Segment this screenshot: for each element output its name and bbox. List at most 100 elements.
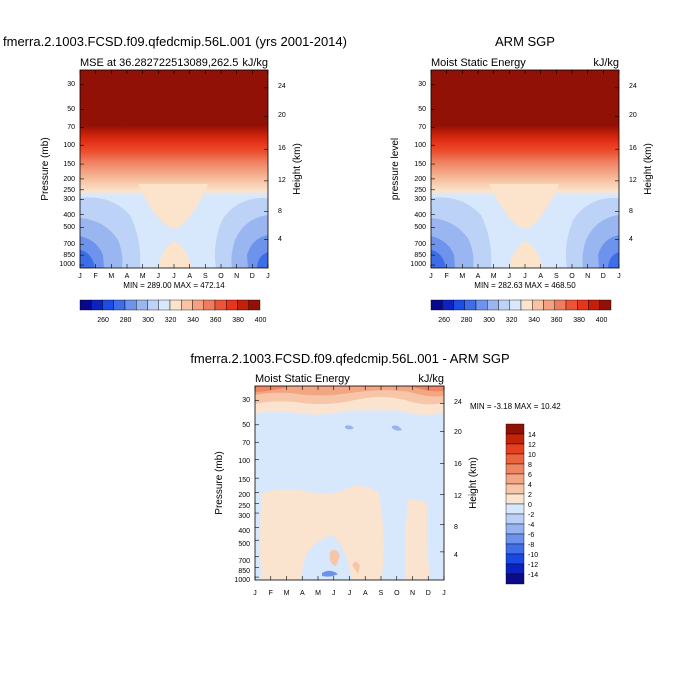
colorbar-swatch [505,453,525,465]
colorbar-swatch [124,299,137,311]
colorbar-swatch [181,299,193,311]
panel1-y2tick: 12 [278,177,286,184]
panel1-xtick: J [157,273,161,280]
panel2-y2tick: 24 [629,83,637,90]
panel3-colorbar-label: 4 [528,482,532,489]
panel2-xtick: N [585,273,590,280]
colorbar-swatch [136,299,148,311]
panel2-xtick: M [459,273,465,280]
panel3-ytick: 150 [238,477,250,484]
panel1-ytick: 250 [63,187,75,194]
panel1-ytick: 150 [63,161,75,168]
panel1-y2tick: 24 [278,83,286,90]
colorbar-swatch [203,299,216,311]
panel1-xtick: J [266,273,270,280]
colorbar-swatch [102,299,114,311]
panel3-xtick: S [379,590,384,597]
panel3-ytick: 250 [238,503,250,510]
panel2-colorbar-swatches [430,299,612,311]
panel3-ytick: 200 [238,492,250,499]
panel1-colorbar-label: 280 [120,317,132,324]
panel3-colorbar-label: 6 [528,472,532,479]
panel1-colorbar-label: 380 [232,317,244,324]
panel3-ytick: 400 [238,528,250,535]
colorbar-swatch [453,299,465,311]
colorbar-swatch [520,299,533,311]
colorbar-swatch [565,299,578,311]
panel3-xtick: O [394,590,400,597]
colorbar-swatch [505,443,525,455]
panel2-y2tick: 4 [629,236,633,243]
panel3-xtick: A [300,590,305,597]
colorbar-swatch [192,299,204,311]
panel1-xtick: O [218,273,224,280]
panel2-y2tick: 8 [629,208,633,215]
panel2-ytick: 50 [418,106,426,113]
panel2-x-axis: J F M A M J J A S O N D J [429,273,621,280]
panel2-xtick: O [569,273,575,280]
colorbar-swatch [147,299,159,311]
panel3-y2label: Height (km) [468,457,479,509]
colorbar-swatch [505,513,525,525]
panel1-xtick: A [187,273,192,280]
panel3-stats: MIN = -3.18 MAX = 10.42 [470,402,561,411]
colorbar-swatch [505,553,525,565]
panel2-ytick: 70 [418,124,426,131]
panel1-y2tick: 16 [278,145,286,152]
panel3-colorbar-label: -4 [528,522,534,529]
panel2-colorbar-label: 320 [506,317,518,324]
panel1-y2label: Height (km) [292,143,303,195]
panel3-ytick: 50 [242,422,250,429]
panel2-colorbar-label: 300 [483,317,495,324]
panel1-ylabel: Pressure (mb) [40,137,51,200]
panel1-xtick: D [250,273,255,280]
panel2-xtick: A [538,273,543,280]
panel2-xtick: J [523,273,527,280]
panel3-colorbar-label: 10 [528,452,536,459]
panel2-xtick: A [476,273,481,280]
panel3-xtick: N [410,590,415,597]
panel2-ytick: 250 [414,187,426,194]
panel3-ytick: 1000 [234,577,250,584]
panel1-colorbar-label: 360 [210,317,222,324]
panel3-xtick: J [253,590,257,597]
panel1-xtick: S [203,273,208,280]
panel2-left-label: Moist Static Energy [431,57,526,69]
panel3-y2tick: 24 [454,399,462,406]
panel1-colorbar-label: 260 [97,317,109,324]
colorbar-swatch [158,299,171,311]
panel1-units: kJ/kg [242,57,268,69]
panel3-ytick: 500 [238,541,250,548]
colorbar-swatch [505,573,525,585]
panel3-y2tick: 4 [454,552,458,559]
panel2-y2tick: 16 [629,145,637,152]
panel2-y2-axis: 24 20 16 12 8 4 [629,83,637,243]
panel2-colorbar-label: 360 [551,317,563,324]
panel2-xtick: S [554,273,559,280]
panel3-colorbar-label: -6 [528,532,534,539]
panel2-y2label: Height (km) [643,143,654,195]
panel3-ytick: 100 [238,458,250,465]
panel1-xtick: J [172,273,176,280]
panel1-colorbar: 260 280 300 320 340 360 380 400 [79,299,267,324]
panel1-xtick: M [140,273,146,280]
panel3-contour-mid-peach-right [405,499,430,580]
panel3-xtick: J [348,590,352,597]
panel2-ytick: 200 [414,176,426,183]
panel1-ytick: 300 [63,196,75,203]
panel1-ytick: 30 [67,81,75,88]
panel2-colorbar-label: 380 [573,317,585,324]
panel2-colorbar-labels: 260 280 300 320 340 360 380 400 [438,317,607,324]
panel3-ytick: 300 [238,513,250,520]
panel3-ytick: 30 [242,397,250,404]
panel2-ytick: 850 [414,252,426,259]
panel3-colorbar-label: 8 [528,462,532,469]
panel3-colorbar-label: 0 [528,502,532,509]
panel2-ytick: 150 [414,161,426,168]
colorbar-swatch [505,503,525,515]
panel2-xtick: F [445,273,449,280]
colorbar-swatch [442,299,454,311]
colorbar-swatch [113,299,126,311]
panel1-xtick: A [125,273,130,280]
